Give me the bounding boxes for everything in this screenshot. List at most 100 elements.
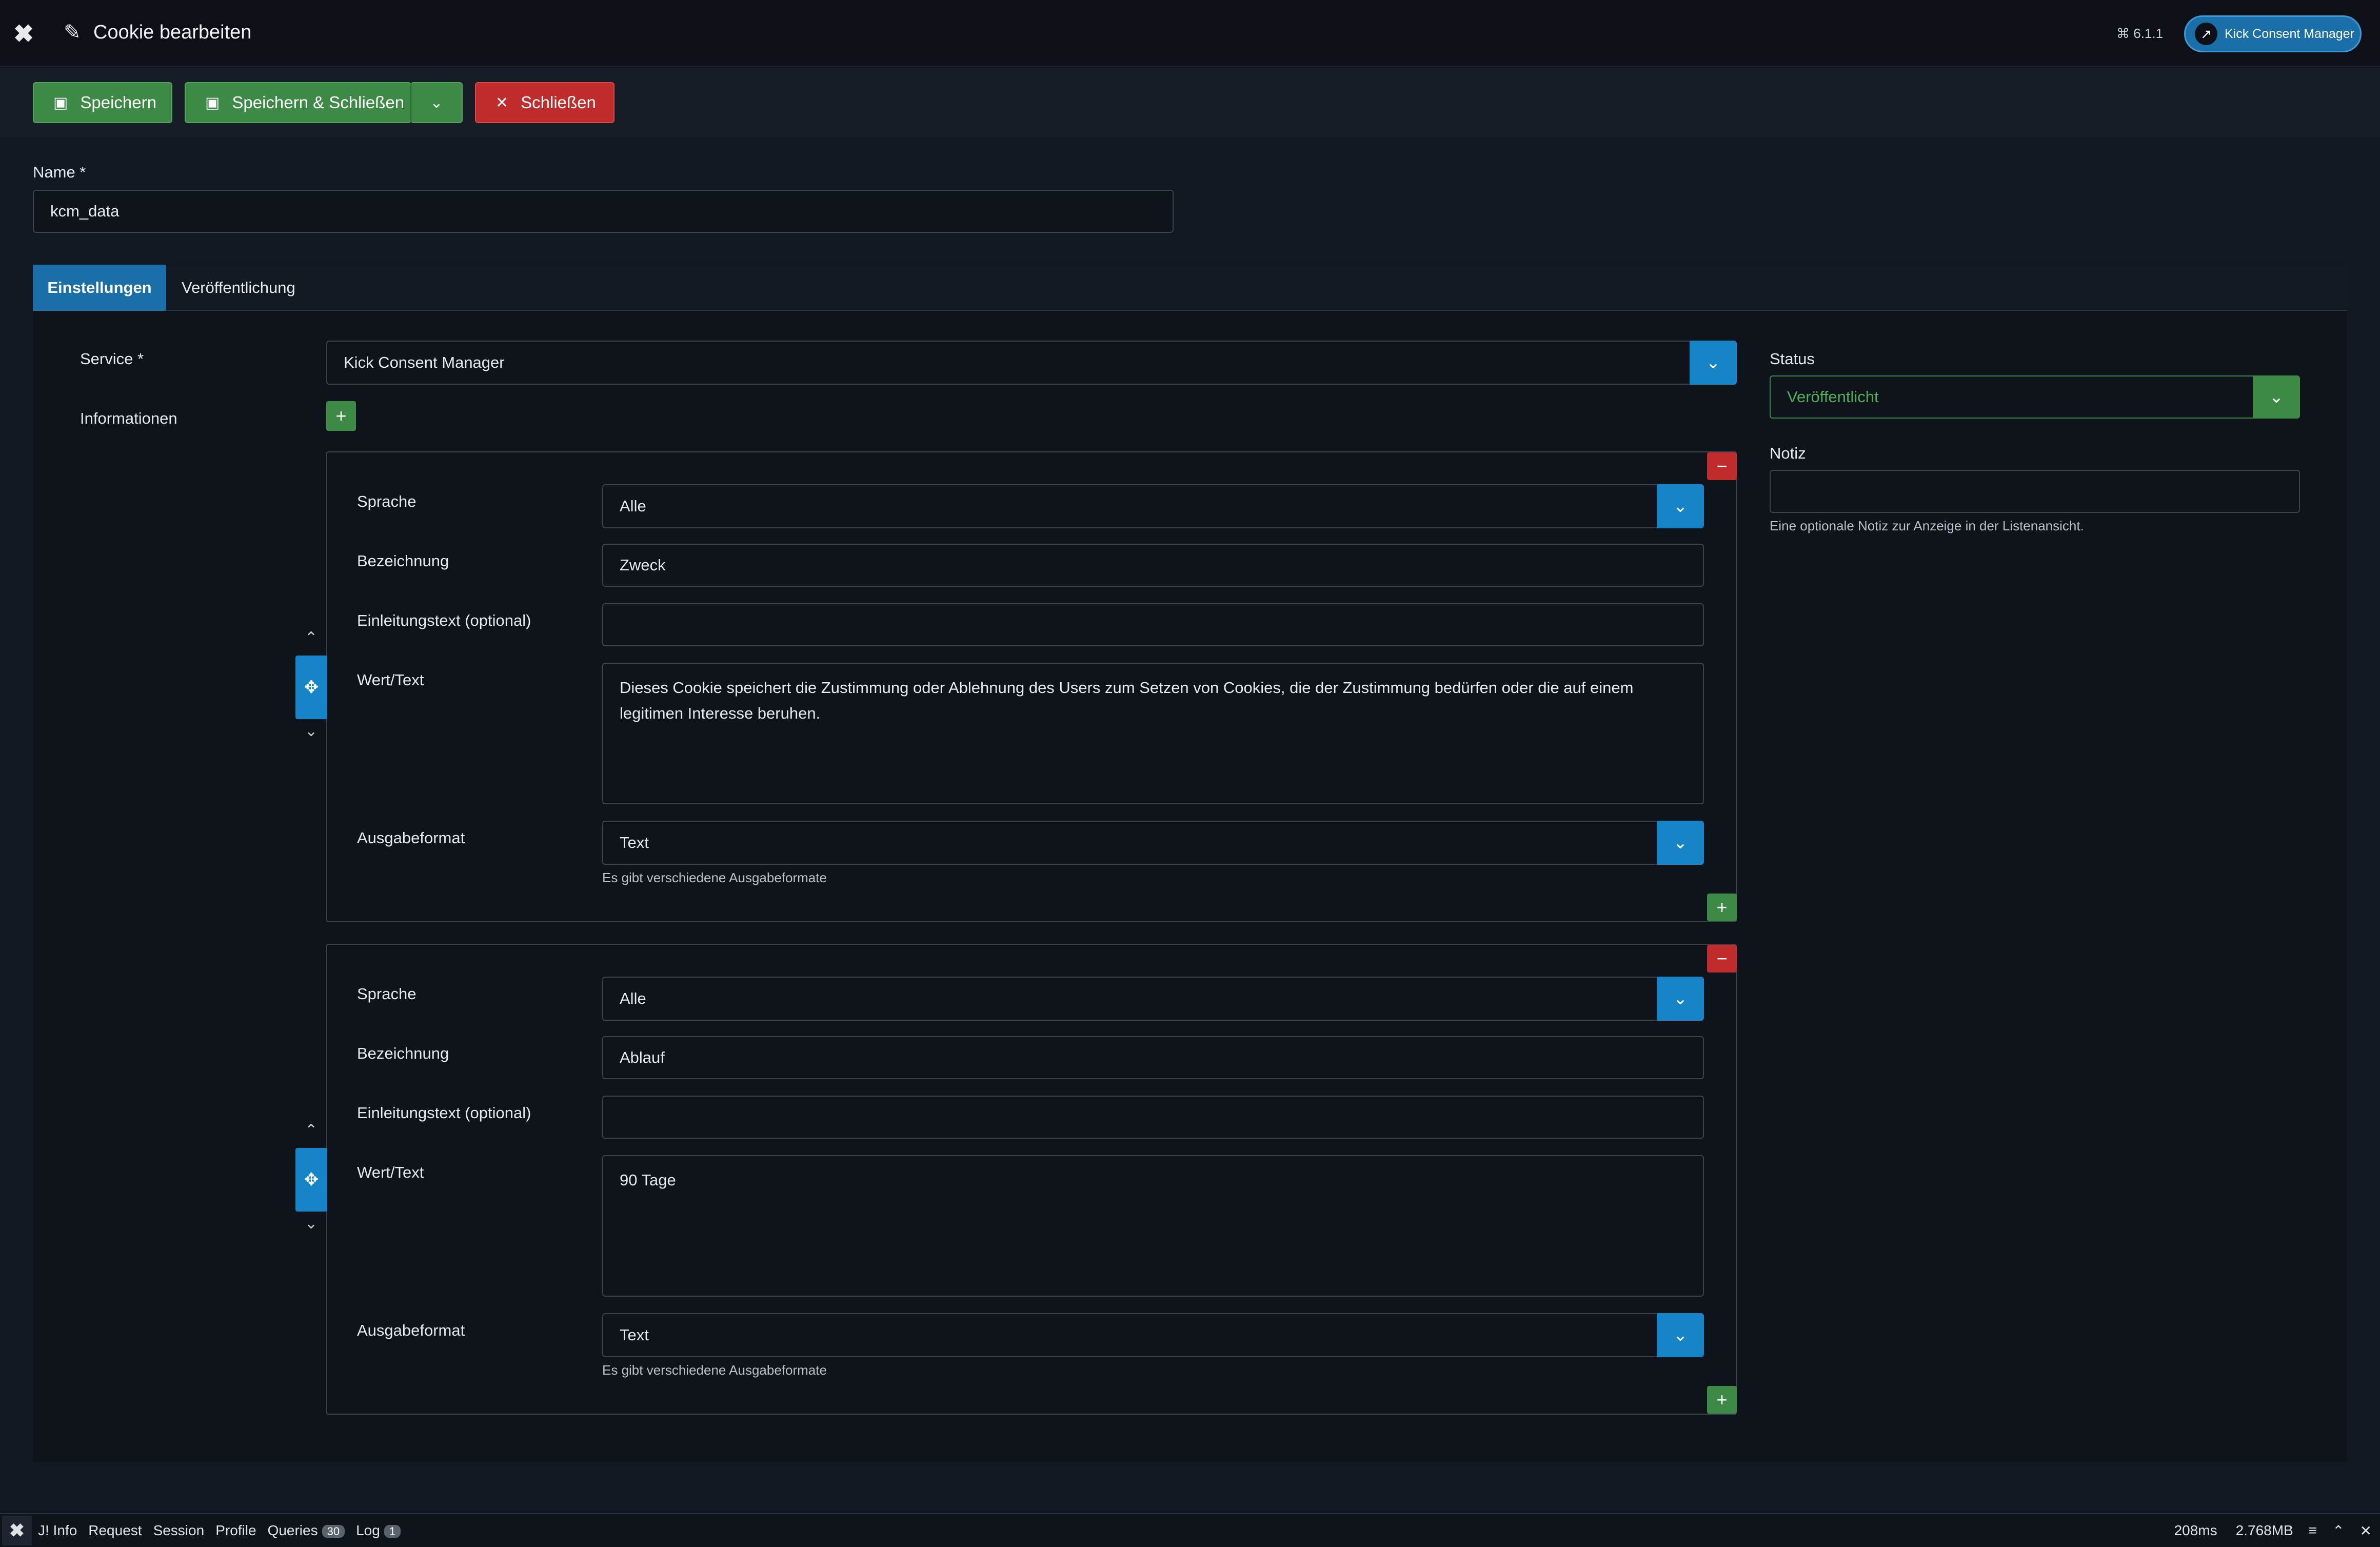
service-select-value: Kick Consent Manager [344,353,505,371]
save-close-button[interactable]: ▣ Speichern & Schließen [185,82,411,123]
save-label: Speichern [80,93,156,112]
notiz-hint: Eine optionale Notiz zur Anzeige in der … [1770,518,2084,533]
move-icon: ✥ [304,1170,319,1189]
request-time: 208ms [2174,1522,2217,1538]
einleitungstext-input[interactable] [602,603,1704,646]
move-down-icon[interactable]: ⌄ [305,1215,318,1232]
drag-handle[interactable]: ✥ [295,656,327,719]
ausgabeformat-hint: Es gibt verschiedene Ausgabeformate [602,1362,827,1378]
minus-icon: − [1716,455,1728,477]
chevron-down-icon: ⌄ [1657,484,1704,528]
wert-text-textarea[interactable]: 90 Tage [602,1155,1704,1297]
bezeichnung-input-value: Ablauf [620,1048,665,1066]
chevron-down-icon: ⌄ [2253,375,2300,419]
name-input[interactable]: kcm_data [33,190,1174,233]
wert-text-value: Dieses Cookie speichert die Zustimmung o… [620,679,1634,722]
ausgabeformat-select[interactable]: Text ⌄ [602,821,1704,865]
ausgabeformat-select[interactable]: Text ⌄ [602,1313,1704,1357]
service-label: Service * [80,350,144,368]
queries-label: Queries [267,1522,318,1538]
save-dropdown-toggle[interactable]: ⌄ [410,82,463,123]
tab-veroeffentlichung[interactable]: Veröffentlichung [182,279,295,296]
chevron-down-icon: ⌄ [1657,821,1704,865]
bezeichnung-input[interactable]: Ablauf [602,1036,1704,1079]
close-button[interactable]: ✕ Schließen [475,82,614,123]
pencil-icon: ✎ [64,21,81,44]
site-link-button[interactable]: ↗ Kick Consent Manager [2184,15,2362,52]
log-label: Log [356,1522,380,1538]
add-row-button[interactable]: + [326,401,356,431]
move-up-icon[interactable]: ⌃ [305,1122,318,1139]
debug-bar: ✖ J! Info Request Session Profile Querie… [0,1513,2380,1547]
save-button[interactable]: ▣ Speichern [33,82,172,123]
sprache-label: Sprache [357,492,417,510]
sprache-select-value: Alle [620,989,646,1007]
wert-text-label: Wert/Text [357,1163,424,1181]
debug-tab-queries[interactable]: Queries 30 [268,1522,345,1539]
log-count-badge: 1 [384,1525,401,1538]
service-select[interactable]: Kick Consent Manager ⌄ [326,341,1737,385]
add-after-button[interactable]: + [1707,894,1737,921]
add-after-button[interactable]: + [1707,1386,1737,1414]
page-title: Cookie bearbeiten [93,22,252,43]
debug-tab-profile[interactable]: Profile [215,1522,256,1538]
chevron-down-icon: ⌄ [430,94,443,111]
subform-row: − Sprache Alle ⌄ Bezeichnung Ablauf Einl… [326,944,1737,1415]
tab-einstellungen[interactable]: Einstellungen [33,265,166,311]
chevron-down-icon: ⌄ [1690,341,1737,385]
einleitungstext-label: Einleitungstext (optional) [357,1104,531,1122]
sprache-label: Sprache [357,985,417,1003]
close-icon[interactable]: ✕ [2359,1522,2372,1539]
settings-icon[interactable]: ≡ [2308,1522,2317,1538]
remove-row-button[interactable]: − [1707,945,1737,973]
top-header: ✖ ✎ Cookie bearbeiten ⌘ 6.1.1 ↗ Kick Con… [0,0,2380,67]
einleitungstext-input[interactable] [602,1096,1704,1139]
subform-row: − Sprache Alle ⌄ Bezeichnung Zweck Einle… [326,451,1737,922]
status-select[interactable]: Veröffentlicht ⌄ [1770,375,2300,419]
site-link-label: Kick Consent Manager [2225,26,2354,41]
drag-handle[interactable]: ✥ [295,1148,327,1212]
debug-tab-log[interactable]: Log 1 [356,1522,401,1539]
remove-row-button[interactable]: − [1707,452,1737,480]
floppy-disk-icon: ▣ [53,94,68,111]
move-down-icon[interactable]: ⌄ [305,723,318,740]
queries-count-badge: 30 [322,1525,345,1538]
ausgabeformat-select-value: Text [620,834,649,851]
close-label: Schließen [521,93,596,112]
sprache-select[interactable]: Alle ⌄ [602,484,1704,528]
ausgabeformat-label: Ausgabeformat [357,829,465,847]
tab-bar: Einstellungen Veröffentlichung [33,265,2347,311]
name-input-value: kcm_data [50,202,120,220]
wert-text-textarea[interactable]: Dieses Cookie speichert die Zustimmung o… [602,663,1704,804]
bezeichnung-input-value: Zweck [620,556,666,574]
sprache-select-value: Alle [620,497,646,515]
debug-tab-session[interactable]: Session [153,1522,205,1538]
informationen-label: Informationen [80,409,177,427]
plus-icon: + [1716,897,1728,918]
name-label: Name * [33,163,86,181]
einleitungstext-label: Einleitungstext (optional) [357,611,531,629]
chevron-up-icon[interactable]: ⌃ [2332,1522,2345,1539]
sprache-select[interactable]: Alle ⌄ [602,977,1704,1021]
plus-icon: + [1716,1389,1728,1410]
wert-text-value: 90 Tage [620,1171,676,1189]
ausgabeformat-select-value: Text [620,1326,649,1344]
notiz-label: Notiz [1770,444,1806,462]
save-close-label: Speichern & Schließen [232,93,405,112]
version-number: 6.1.1 [2133,26,2164,41]
floppy-disk-icon: ▣ [205,94,220,111]
debug-tab-request[interactable]: Request [88,1522,142,1538]
plus-icon: + [335,405,347,426]
bezeichnung-label: Bezeichnung [357,1044,449,1062]
wert-text-label: Wert/Text [357,671,424,689]
bezeichnung-label: Bezeichnung [357,552,449,570]
action-toolbar: ▣ Speichern ▣ Speichern & Schließen ⌄ ✕ … [0,68,2380,137]
debug-tab-info[interactable]: J! Info [38,1522,77,1538]
version-indicator: ⌘ 6.1.1 [2116,26,2164,41]
bezeichnung-input[interactable]: Zweck [602,544,1704,587]
external-link-icon: ↗ [2195,23,2217,45]
notiz-input[interactable] [1770,470,2300,513]
joomla-logo-icon[interactable]: ✖ [2,1516,32,1545]
move-up-icon[interactable]: ⌃ [305,629,318,646]
joomla-logo-icon[interactable]: ✖ [13,21,34,48]
